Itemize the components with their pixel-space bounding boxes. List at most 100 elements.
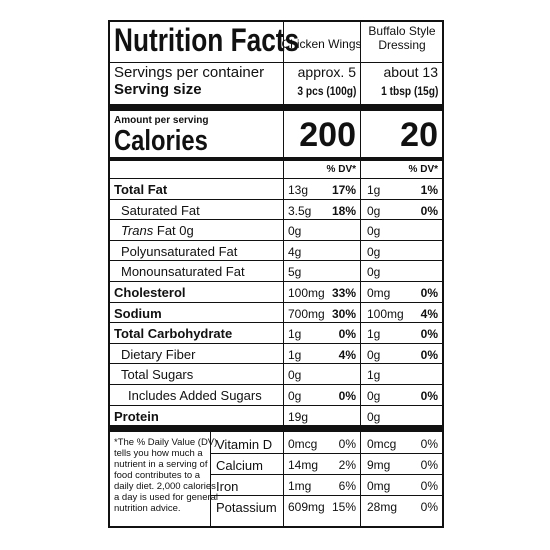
- amount: 0g: [367, 224, 381, 239]
- column-divider: [283, 20, 284, 528]
- daily-value: 0%: [420, 203, 438, 218]
- serving-size-label: Serving size: [114, 81, 202, 98]
- nutrient-name: Includes Added Sugars: [128, 388, 262, 403]
- daily-value: 0%: [338, 389, 356, 403]
- nutrient-name: Polyunsaturated Fat: [121, 243, 238, 259]
- rule: [210, 495, 444, 497]
- amount: 13g: [288, 183, 309, 197]
- servings-value: about 13: [383, 64, 439, 80]
- footnote-line: food contributes to a: [114, 470, 201, 482]
- rule: [108, 301, 444, 303]
- daily-value: 0%: [420, 500, 438, 515]
- footnote-line: tells you how much a: [114, 448, 203, 460]
- daily-value: 17%: [331, 183, 356, 197]
- servings-value: approx. 5: [297, 64, 356, 80]
- daily-value: 0%: [420, 389, 438, 403]
- amount: 1g: [367, 327, 381, 342]
- footnote-line: *The % Daily Value (DV): [114, 437, 218, 449]
- rule: [108, 342, 444, 344]
- daily-value: 4%: [420, 306, 438, 321]
- nutrient-name: Total Carbohydrate: [114, 326, 233, 342]
- calories-label: Calories: [114, 125, 208, 157]
- amount: 0mcg: [367, 437, 397, 452]
- calories-value: 200: [299, 116, 356, 154]
- rule: [108, 157, 444, 161]
- daily-value: 0%: [338, 327, 356, 342]
- product-name: Buffalo Style Dressing: [368, 24, 436, 52]
- amount: 0mg: [367, 479, 391, 494]
- amount: 0mcg: [288, 437, 318, 452]
- nutrient-name: Monounsaturated Fat: [121, 264, 245, 280]
- amount: 700mg: [288, 306, 325, 321]
- rule: [108, 363, 444, 365]
- daily-value: 0%: [420, 437, 438, 452]
- dv-header: % DV*: [408, 164, 438, 175]
- nutrient-name: Dietary Fiber: [121, 346, 196, 362]
- amount: 1g: [288, 327, 302, 342]
- amount: 0g: [288, 389, 302, 403]
- vitamin-name: Iron: [216, 479, 239, 495]
- amount: 1g: [367, 183, 381, 197]
- amount: 1g: [288, 347, 302, 362]
- nutrient-name: Total Fat: [114, 182, 168, 197]
- rule: [108, 62, 444, 63]
- rule: [108, 219, 444, 221]
- daily-value: 4%: [338, 347, 356, 362]
- nutrient-name: Cholesterol: [114, 285, 186, 300]
- rule: [108, 384, 444, 385]
- rule: [210, 453, 444, 455]
- amount: 0mg: [367, 286, 391, 300]
- footnote-divider: [210, 432, 211, 526]
- nutrient-name: Sodium: [114, 305, 162, 321]
- amount: 0g: [288, 368, 302, 383]
- rule: [210, 474, 444, 476]
- vitamin-name: Calcium: [216, 458, 263, 474]
- footnote-line: a day is used for general: [114, 492, 219, 504]
- daily-value: 30%: [331, 306, 356, 321]
- amount: 0g: [288, 224, 302, 239]
- amount: 0g: [367, 409, 381, 424]
- daily-value: 18%: [331, 203, 356, 218]
- rule: [108, 322, 444, 324]
- rule: [108, 425, 444, 433]
- rule: [108, 239, 444, 241]
- daily-value: 1%: [420, 183, 438, 197]
- amount: 609mg: [288, 500, 325, 515]
- column-divider: [360, 20, 361, 528]
- nutrient-name: Total Sugars: [121, 367, 194, 383]
- dv-header: % DV*: [326, 164, 356, 175]
- daily-value: 0%: [420, 458, 438, 473]
- serving-size-value: 3 pcs (100g): [297, 84, 356, 98]
- daily-value: 2%: [338, 458, 356, 473]
- calories-value: 20: [400, 116, 438, 154]
- amount: 28mg: [367, 500, 398, 515]
- rule: [108, 281, 444, 282]
- rule: [108, 178, 444, 179]
- amount: 1mg: [288, 479, 312, 494]
- rule: [108, 104, 444, 111]
- daily-value: 0%: [338, 437, 356, 452]
- amount: 1g: [367, 368, 381, 383]
- amount: 14mg: [288, 458, 319, 473]
- amount: 4g: [288, 244, 302, 259]
- title: Nutrition Facts: [114, 22, 300, 58]
- daily-value: 0%: [420, 347, 438, 362]
- amount: 0g: [367, 265, 381, 280]
- amount: 100mg: [367, 306, 404, 321]
- rule: [108, 260, 444, 262]
- rule: [108, 198, 444, 200]
- amount: 5g: [288, 265, 302, 280]
- vitamin-name: Potassium: [216, 500, 277, 516]
- servings-label: Servings per container: [114, 64, 265, 81]
- amount: 0g: [367, 389, 381, 403]
- serving-size-value: 1 tbsp (15g): [380, 84, 438, 98]
- amount: 3.5g: [288, 203, 312, 218]
- daily-value: 33%: [331, 286, 356, 300]
- nutrient-name-text: Fat 0g: [156, 223, 194, 239]
- rule: [108, 404, 444, 406]
- label-box: [108, 20, 444, 528]
- vitamin-name: Vitamin D: [216, 437, 273, 453]
- amount: 19g: [288, 409, 309, 424]
- daily-value: 15%: [331, 500, 356, 515]
